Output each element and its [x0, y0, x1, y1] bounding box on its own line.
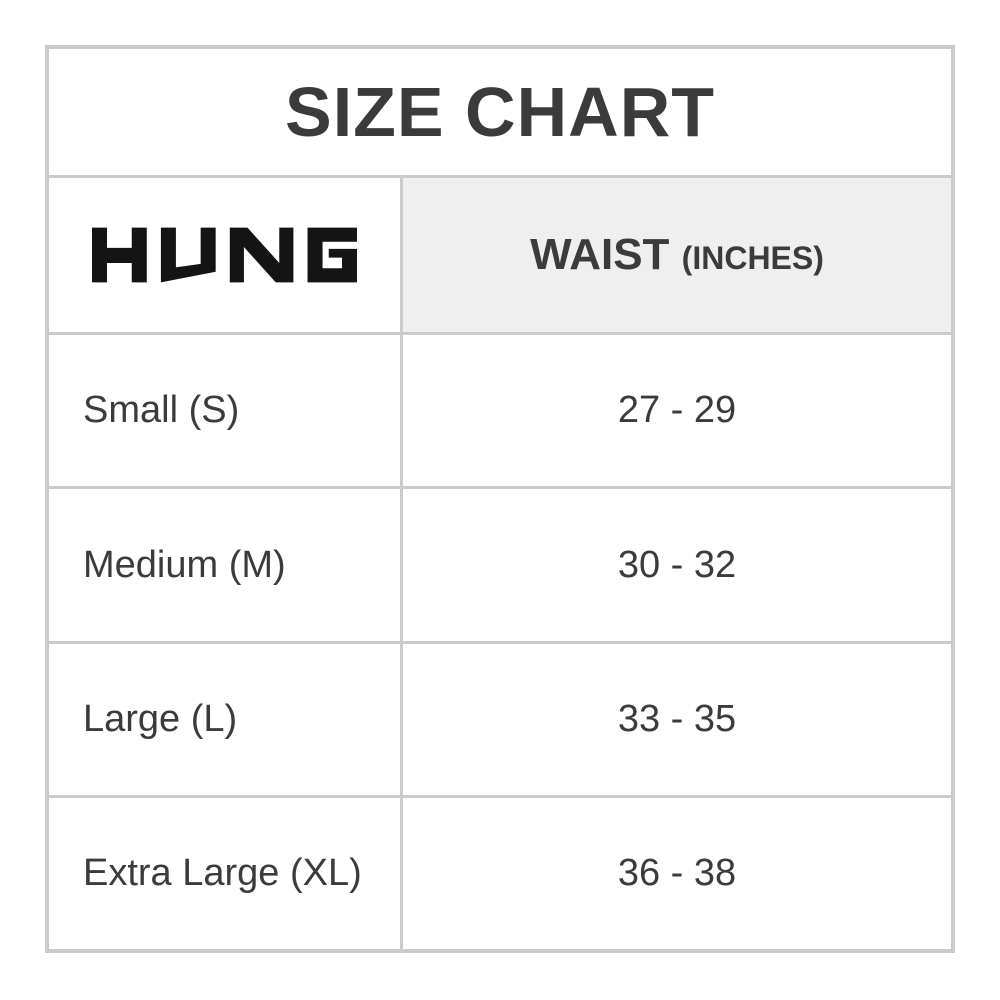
size-label: Extra Large (XL) — [83, 851, 362, 894]
size-cell: Extra Large (XL) — [49, 797, 403, 949]
waist-unit-label: (INCHES) — [681, 240, 824, 277]
table-row-medium: Medium (M) 30 - 32 — [49, 489, 951, 644]
table-row-extra-large: Extra Large (XL) 36 - 38 — [49, 797, 951, 949]
size-chart-table: SIZE CHART WAIST (INCHES) Small (S) — [45, 45, 955, 953]
table-row-small: Small (S) 27 - 29 — [49, 335, 951, 490]
waist-cell: 33 - 35 — [403, 644, 951, 795]
header-row: WAIST (INCHES) — [49, 178, 951, 336]
waist-value: 30 - 32 — [617, 543, 737, 586]
title-row: SIZE CHART — [49, 49, 951, 178]
size-cell: Small (S) — [49, 335, 403, 487]
size-label: Medium (M) — [83, 543, 286, 586]
table-row-large: Large (L) 33 - 35 — [49, 643, 951, 798]
size-label: Large (L) — [83, 697, 238, 740]
hung-brand-logo — [92, 227, 357, 283]
waist-column-header: WAIST (INCHES) — [530, 230, 824, 280]
size-cell: Medium (M) — [49, 489, 403, 641]
page-title: SIZE CHART — [285, 73, 715, 151]
waist-cell: 27 - 29 — [403, 335, 951, 486]
size-cell: Large (L) — [49, 643, 403, 795]
waist-value: 33 - 35 — [617, 697, 737, 740]
size-label: Small (S) — [83, 389, 240, 432]
waist-value: 27 - 29 — [617, 389, 737, 432]
waist-label: WAIST — [530, 230, 670, 280]
waist-cell: 36 - 38 — [403, 798, 951, 949]
waist-cell: 30 - 32 — [403, 489, 951, 640]
waist-value: 36 - 38 — [617, 851, 737, 894]
waist-header-cell: WAIST (INCHES) — [403, 178, 951, 333]
brand-logo-cell — [49, 178, 403, 333]
